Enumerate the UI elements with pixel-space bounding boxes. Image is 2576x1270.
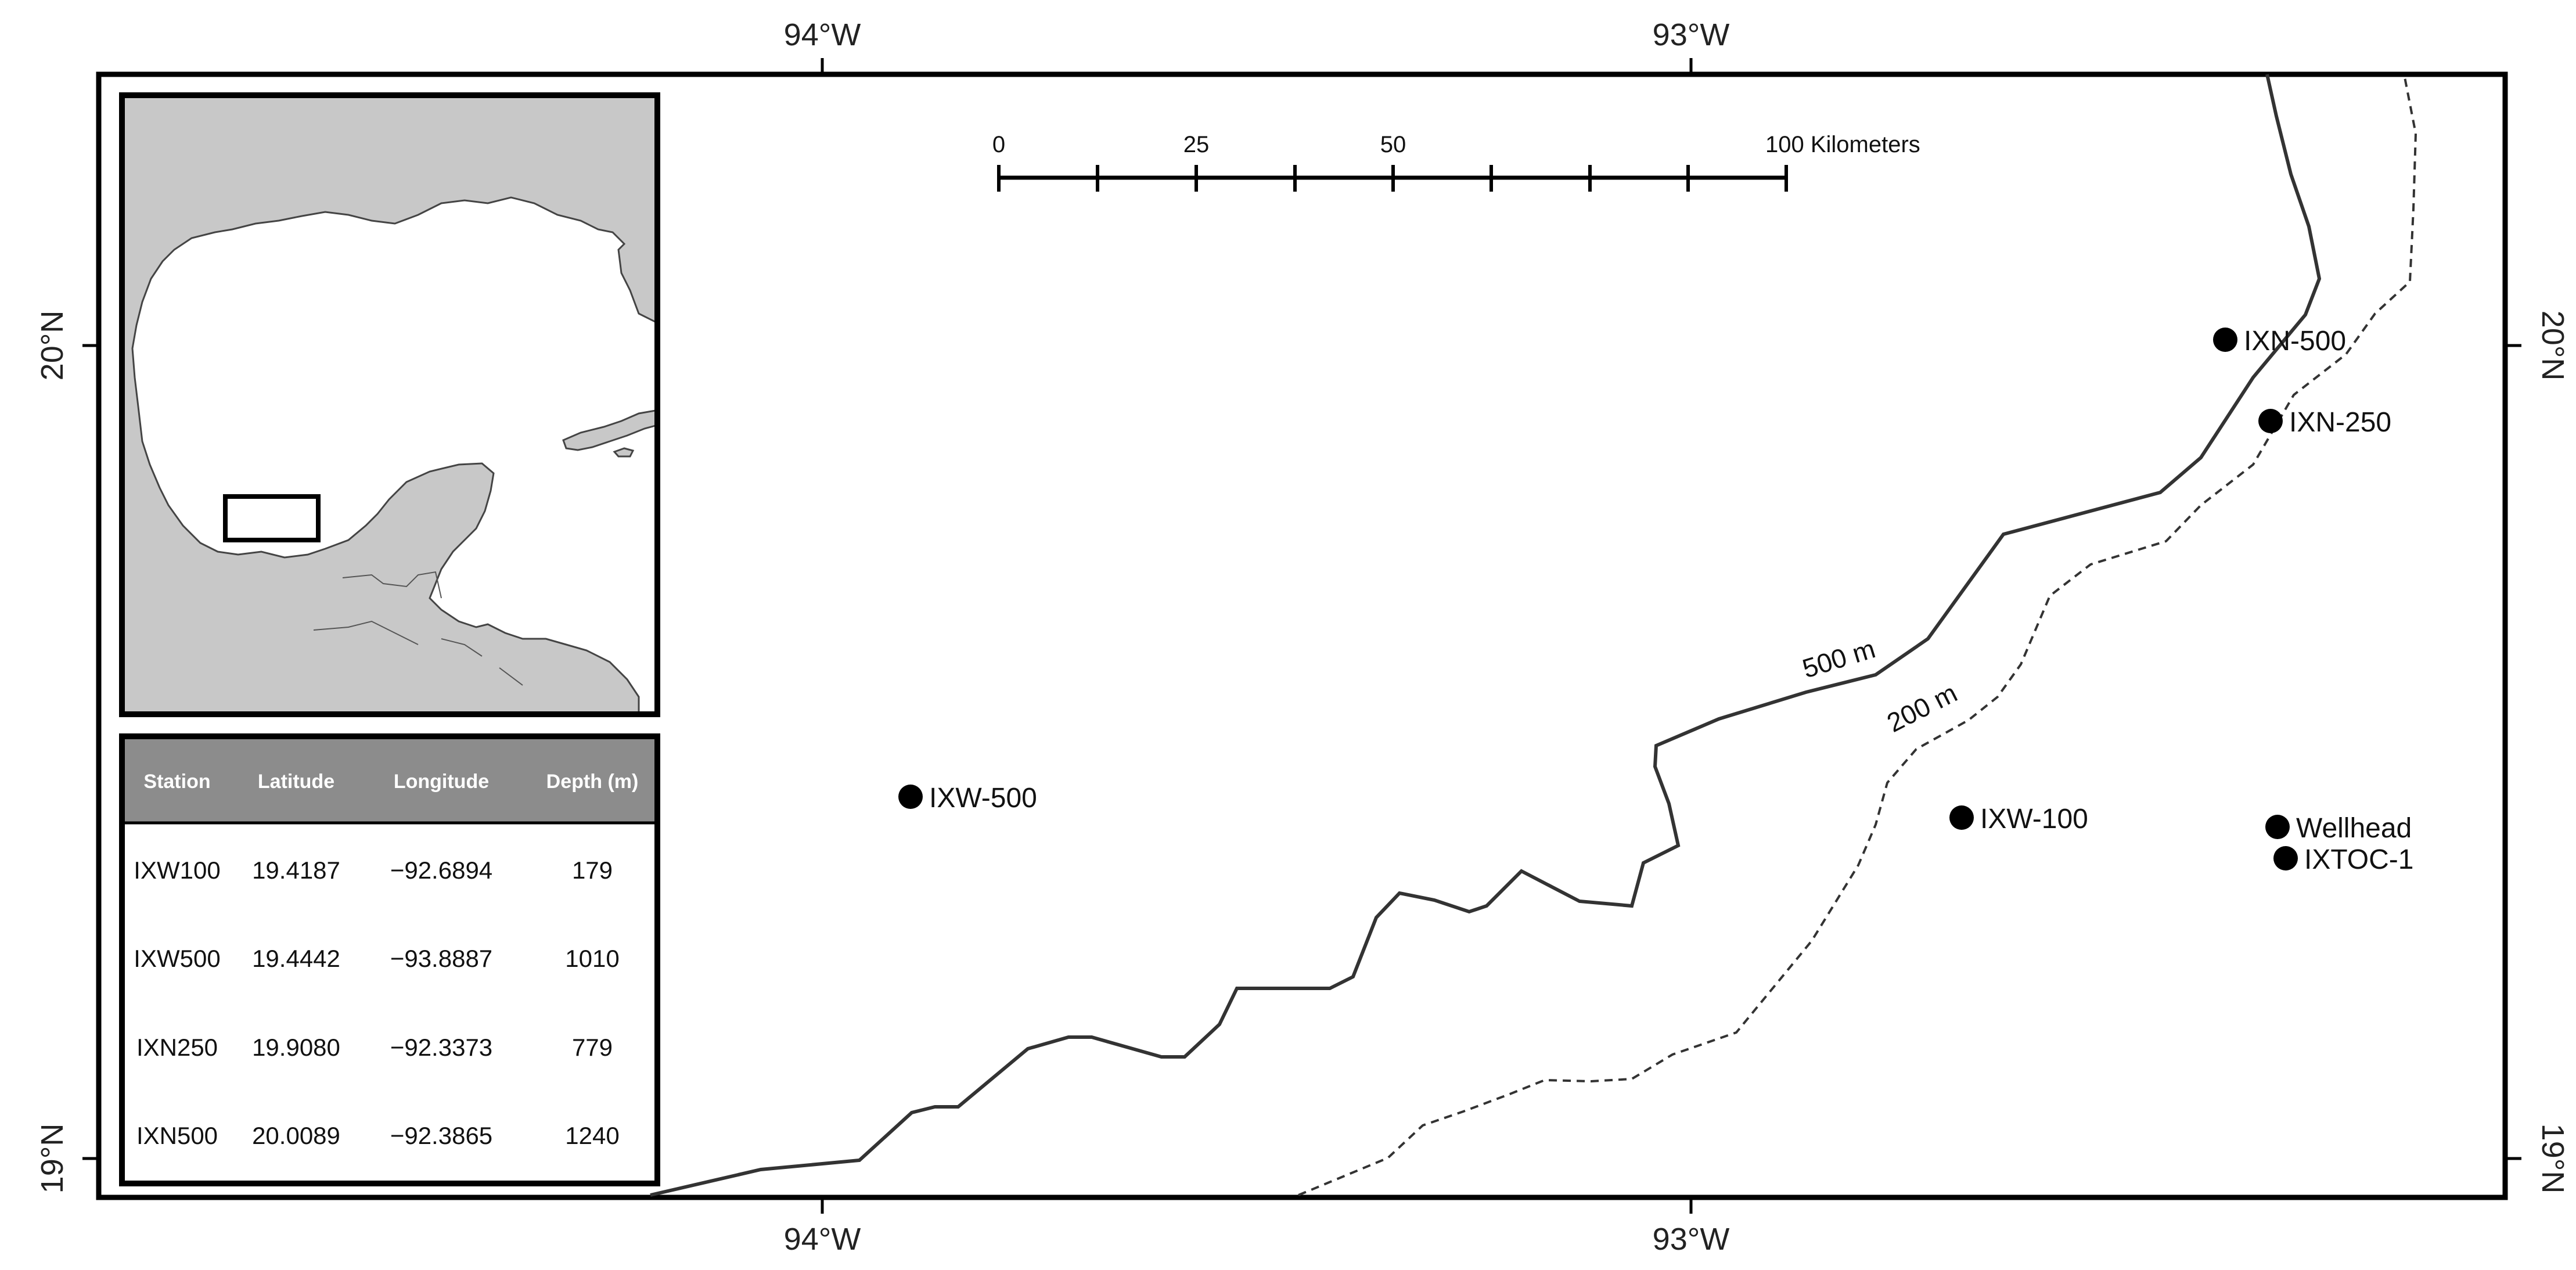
table-cell: IXW500 — [134, 945, 220, 972]
table-cell: 19.4442 — [252, 945, 340, 972]
inset-land-cuba — [562, 409, 657, 451]
table-cell: 779 — [572, 1034, 613, 1061]
inset-land-jamaica — [613, 447, 635, 458]
station-marker-ixw-100 — [1949, 805, 1974, 830]
graticule-ticks — [82, 58, 2521, 1214]
table-header-row — [125, 739, 654, 823]
table-cell: −92.3373 — [390, 1034, 492, 1061]
table-cell: 19.9080 — [252, 1034, 340, 1061]
station-marker-ixw-500 — [898, 785, 923, 809]
inset-map — [119, 92, 660, 717]
table-cell: 20.0089 — [252, 1122, 340, 1149]
scale-bar: 0 25 50 100 Kilometers — [992, 132, 1920, 192]
station-label-ixw-100: IXW-100 — [1980, 804, 2088, 834]
station-marker-ixtoc-1 — [2273, 846, 2298, 870]
contour-500m-line — [650, 74, 2322, 1197]
scale-label-25: 25 — [1183, 132, 1210, 157]
table-cell: 1010 — [565, 945, 619, 972]
table-header-depth: Depth (m) — [546, 771, 639, 793]
table-cell: −92.3865 — [390, 1122, 492, 1149]
lat-label-right-19n: 19°N — [2535, 1124, 2570, 1194]
lon-label-bottom-93w: 93°W — [1653, 1222, 1730, 1257]
lat-label-right-20n: 20°N — [2535, 311, 2570, 381]
scale-label-0: 0 — [992, 132, 1005, 157]
table-cell: IXN500 — [136, 1122, 218, 1149]
lon-label-top-93w: 93°W — [1653, 17, 1730, 52]
inset-land-north-america — [122, 95, 657, 714]
table-cell: IXN250 — [136, 1034, 218, 1061]
table-header-station: Station — [143, 771, 210, 793]
lon-label-top-94w: 94°W — [784, 17, 861, 52]
station-marker-ixn-250 — [2258, 409, 2283, 433]
lat-label-left-19n: 19°N — [35, 1124, 70, 1194]
station-marker-wellhead — [2265, 815, 2290, 839]
scale-label-100: 100 Kilometers — [1765, 132, 1920, 157]
station-label-ixtoc-1: IXTOC-1 — [2304, 844, 2413, 875]
table-cell: −93.8887 — [390, 945, 492, 972]
inset-study-area-box — [223, 494, 321, 542]
table-cell: 19.4187 — [252, 857, 340, 884]
lon-label-bottom-94w: 94°W — [784, 1222, 861, 1257]
contour-200m-line — [1298, 74, 2417, 1196]
table-cell: 179 — [572, 857, 613, 884]
station-label-ixw-500: IXW-500 — [929, 783, 1037, 814]
table-cell: 1240 — [565, 1122, 619, 1149]
station-label-ixn-500: IXN-500 — [2244, 326, 2346, 357]
station-label-ixn-250: IXN-250 — [2289, 407, 2391, 438]
table-header-latitude: Latitude — [258, 771, 334, 793]
table-cell: IXW100 — [134, 857, 220, 884]
table-cell: −92.6894 — [390, 857, 492, 884]
station-label-wellhead: Wellhead — [2296, 813, 2412, 844]
scale-label-50: 50 — [1380, 132, 1406, 157]
table-header-longitude: Longitude — [394, 771, 489, 793]
station-marker-ixn-500 — [2213, 328, 2237, 352]
station-table: Station Latitude Longitude Depth (m) IXW… — [119, 733, 660, 1186]
lat-label-left-20n: 20°N — [35, 311, 70, 381]
